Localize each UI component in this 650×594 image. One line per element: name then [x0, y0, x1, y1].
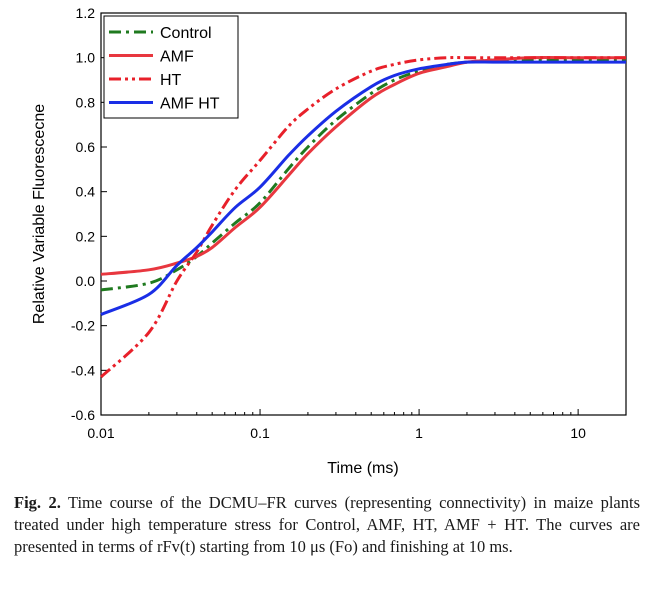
plot-frame: [100, 12, 627, 416]
axis-ticks: -0.6 -0.4 -0.2 0.0 0.2 0.4 0.6 0.8 1.0 1.2 0.01 0.1…: [71, 5, 627, 441]
series-line: [100, 60, 626, 316]
y-tick-label: 0.8: [76, 94, 96, 110]
legend-label: Control: [160, 25, 212, 42]
x-tick-label: 0.01: [87, 425, 114, 441]
legend: Control AMF HT AMF HT: [109, 25, 220, 113]
y-axis-title: Relative Variable Fluorescecne: [31, 104, 48, 324]
series-line: [100, 56, 626, 276]
x-tick-label: 10: [570, 425, 586, 441]
legend-label: HT: [160, 72, 182, 89]
legend-label: AMF HT: [160, 96, 220, 113]
series-lines: [99, 56, 626, 379]
x-tick-label: 1: [415, 425, 423, 441]
y-tick-label: 0.4: [76, 184, 96, 200]
caption-text: Time course of the DCMU–FR curves (repre…: [14, 493, 640, 556]
y-tick-label: -0.2: [71, 318, 95, 334]
series-line: [99, 56, 626, 379]
chart: -0.6 -0.4 -0.2 0.0 0.2 0.4 0.6 0.8 1.0 1.2 0.01 0.1…: [31, 5, 627, 477]
y-tick-label: -0.4: [71, 362, 95, 378]
legend-label: AMF: [160, 49, 194, 66]
y-tick-label: 0.2: [76, 228, 96, 244]
y-tick-label: 1.2: [76, 5, 96, 21]
y-tick-label: 1.0: [76, 50, 96, 66]
figure-caption: Fig. 2. Time course of the DCMU–FR curve…: [14, 492, 640, 558]
x-tick-label: 0.1: [250, 425, 270, 441]
y-tick-label: 0.0: [76, 273, 96, 289]
y-tick-label: 0.6: [76, 139, 96, 155]
x-axis-title: Time (ms): [327, 460, 398, 477]
y-tick-label: -0.6: [71, 407, 95, 423]
caption-label: Fig. 2.: [14, 493, 61, 512]
